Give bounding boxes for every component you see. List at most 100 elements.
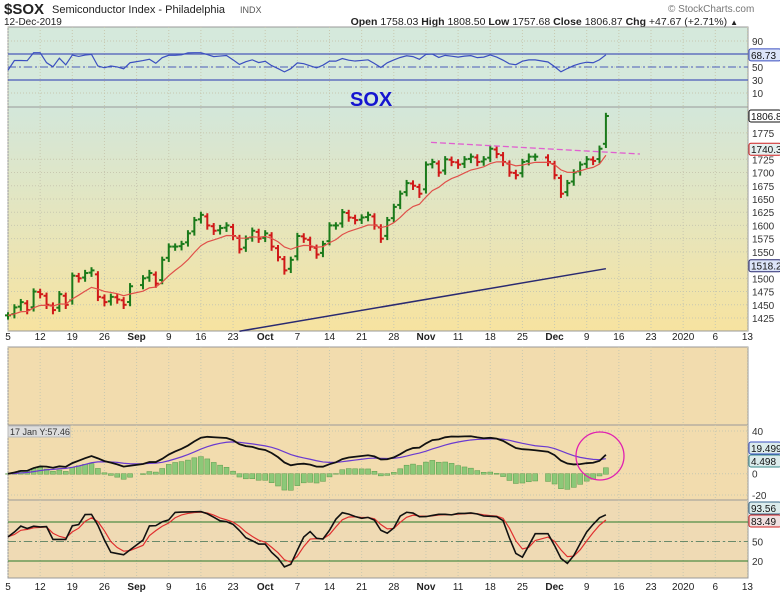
- x-axis-label: Oct: [257, 582, 274, 593]
- macd-histogram-bar: [243, 473, 249, 480]
- price-bar: [319, 240, 326, 258]
- macd-histogram-bar: [313, 473, 320, 484]
- macd-histogram-bar: [378, 473, 384, 477]
- short-ma-value-tag-box: [748, 142, 780, 156]
- y-axis-tick: 1500: [752, 274, 775, 285]
- highlight-circle: [575, 431, 625, 481]
- macd-histogram-bar: [320, 473, 326, 482]
- macd-histogram-bar: [326, 473, 333, 478]
- x-axis-label: 5: [5, 582, 11, 593]
- price-bar: [140, 275, 146, 290]
- price-bar: [159, 256, 166, 285]
- close-value-tag: 1806.8: [751, 112, 780, 123]
- macd-histogram-bar: [281, 473, 288, 491]
- short-moving-average-line: [7, 154, 607, 316]
- y-axis-tick: 40: [752, 427, 764, 438]
- macd-histogram-bar: [63, 471, 69, 475]
- macd-histogram-bar: [436, 461, 442, 475]
- y-axis-tick: 1675: [752, 182, 775, 193]
- y-axis-tick: 1650: [752, 195, 775, 206]
- macd-histogram-bar: [345, 468, 352, 475]
- x-axis-label: 21: [356, 332, 368, 343]
- price-bar: [165, 243, 172, 263]
- macd-histogram-bar: [358, 468, 365, 475]
- macd-histogram-bar: [75, 465, 82, 475]
- macd-histogram-bar: [500, 473, 506, 477]
- price-bar: [204, 213, 211, 230]
- price-bar: [281, 255, 288, 275]
- histogram-value-tag-box: [748, 454, 780, 468]
- x-axis-label: 6: [713, 332, 719, 343]
- y-axis-tick: 1550: [752, 248, 775, 259]
- stoch-d-value-tag-box: [748, 514, 780, 528]
- macd-histogram-bar: [423, 461, 429, 475]
- macd-histogram-bar: [178, 461, 185, 475]
- price-bar: [94, 271, 101, 302]
- x-axis-label: 9: [584, 582, 590, 593]
- price-bar: [62, 292, 69, 310]
- macd-histogram-bar: [114, 473, 120, 478]
- price-bar: [358, 214, 365, 224]
- y-axis-tick: 1575: [752, 235, 775, 246]
- macd-histogram-bar: [545, 473, 551, 482]
- y-axis-tick: 1625: [752, 208, 775, 219]
- price-bar: [519, 158, 526, 178]
- macd-histogram-bar: [50, 470, 56, 475]
- x-axis-label: 14: [324, 332, 336, 343]
- macd-histogram-bar: [307, 473, 313, 483]
- macd-histogram-bar: [493, 473, 500, 475]
- y-axis-tick: 50: [752, 63, 764, 74]
- macd-histogram-bar: [596, 473, 603, 477]
- macd-histogram-bar: [468, 467, 474, 475]
- stochastic-k-line: [7, 510, 607, 568]
- macd-histogram-bar: [391, 472, 397, 475]
- y-axis-tick: 1600: [752, 221, 775, 232]
- x-axis-label: 12: [35, 582, 47, 593]
- x-axis-label: 18: [485, 582, 497, 593]
- price-bar: [17, 298, 24, 311]
- price-bar: [480, 156, 487, 166]
- macd-histogram-bar: [127, 473, 133, 478]
- x-axis-label: Nov: [416, 582, 435, 593]
- price-bar: [178, 240, 185, 251]
- sox-annotation: SOX: [350, 89, 393, 111]
- x-axis-label: 26: [99, 582, 111, 593]
- macd-histogram-bar: [294, 473, 301, 486]
- y-axis-tick: -20: [752, 491, 767, 502]
- watermark: © StockCharts.com: [668, 4, 755, 15]
- short-ma-value-tag: 1740.3: [751, 145, 780, 156]
- index-name: Semiconductor Index - Philadelphia: [52, 4, 226, 16]
- price-bar: [410, 180, 416, 190]
- macd-histogram-bar: [223, 467, 230, 475]
- x-axis-label: 9: [166, 332, 172, 343]
- macd-histogram-bar: [352, 468, 358, 475]
- macd-histogram-bar: [448, 463, 455, 475]
- histogram-value-tag: 4.498: [751, 457, 776, 468]
- price-bar: [275, 244, 281, 262]
- x-axis-label: 18: [485, 332, 497, 343]
- price-bar: [365, 211, 372, 222]
- macd-histogram-bar: [333, 473, 339, 475]
- macd-histogram-bar: [204, 458, 211, 475]
- price-bar: [107, 293, 114, 306]
- macd-histogram-bar: [166, 464, 172, 475]
- price-bar: [493, 146, 500, 159]
- x-axis-label: 13: [742, 582, 754, 593]
- macd-histogram-bar: [217, 464, 223, 475]
- macd-histogram-bar: [301, 473, 307, 484]
- macd-histogram-bar: [526, 473, 532, 483]
- macd-histogram-bar: [249, 473, 255, 479]
- close-label: Close: [553, 16, 582, 28]
- macd-histogram-bar: [88, 463, 95, 475]
- price-bar: [416, 183, 423, 198]
- long-moving-average-line: [239, 267, 607, 332]
- price-bar: [422, 161, 429, 194]
- x-axis-label: 25: [517, 332, 529, 343]
- macd-value-tag: 19.499: [751, 444, 780, 455]
- macd-histogram-bar: [275, 473, 281, 487]
- price-bar: [403, 179, 410, 197]
- trendline: [430, 141, 641, 155]
- price-bar: [56, 291, 63, 312]
- macd-histogram-bar: [571, 473, 577, 488]
